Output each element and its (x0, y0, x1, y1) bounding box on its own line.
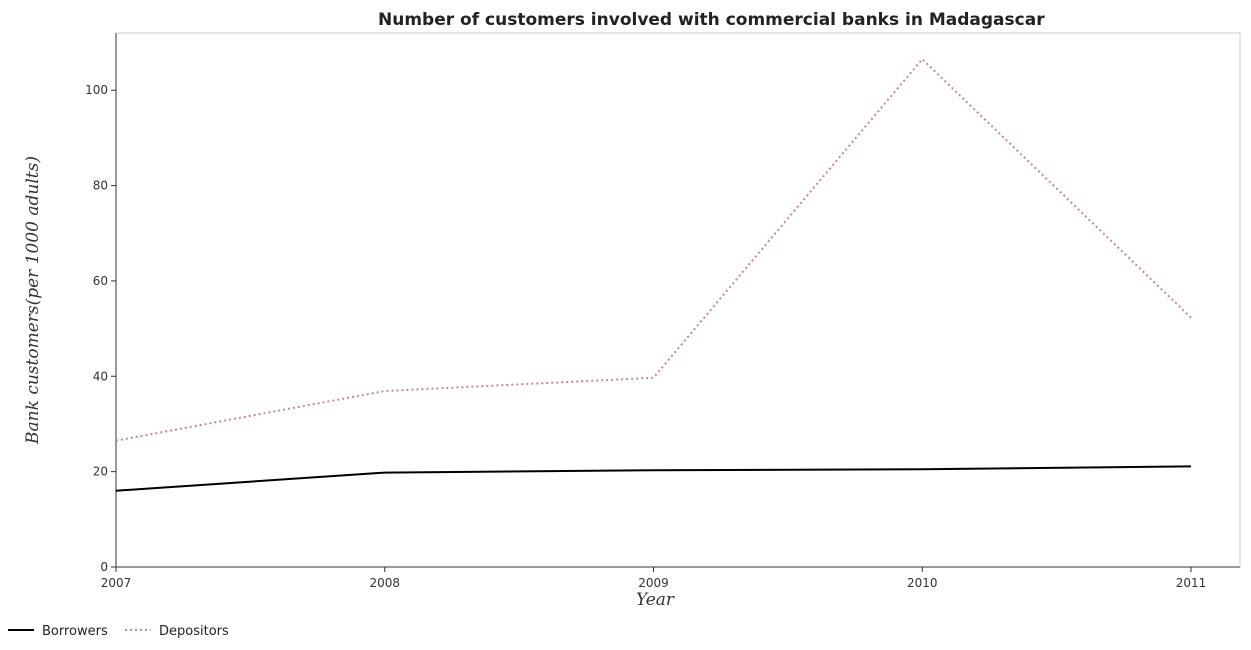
x-tick-label: 2010 (907, 576, 938, 590)
y-ticks: 0 20 40 60 80 100 (85, 83, 116, 574)
chart-title: Number of customers involved with commer… (378, 10, 1045, 30)
x-tick-label: 2007 (101, 576, 132, 590)
y-tick-label: 80 (93, 179, 108, 193)
series-line-depositors (115, 57, 1192, 442)
y-tick-label: 40 (93, 369, 108, 383)
x-tick-label: 2009 (638, 576, 669, 590)
series-lines (115, 57, 1192, 492)
y-tick-label: 60 (93, 274, 108, 288)
x-ticks: 2007 2008 2009 2010 2011 (101, 567, 1207, 590)
x-tick-label: 2011 (1176, 576, 1207, 590)
legend: Borrowers Depositors (8, 624, 229, 639)
y-axis-label: Bank customers(per 1000 adults) (23, 156, 43, 445)
legend-label-borrowers: Borrowers (42, 624, 108, 639)
y-tick-label: 0 (100, 560, 108, 574)
x-tick-label: 2008 (369, 576, 400, 590)
y-tick-label: 100 (85, 83, 108, 97)
x-axis-label: Year (636, 590, 675, 610)
series-line-borrowers (115, 465, 1192, 492)
legend-label-depositors: Depositors (159, 624, 229, 639)
y-tick-label: 20 (93, 465, 108, 479)
